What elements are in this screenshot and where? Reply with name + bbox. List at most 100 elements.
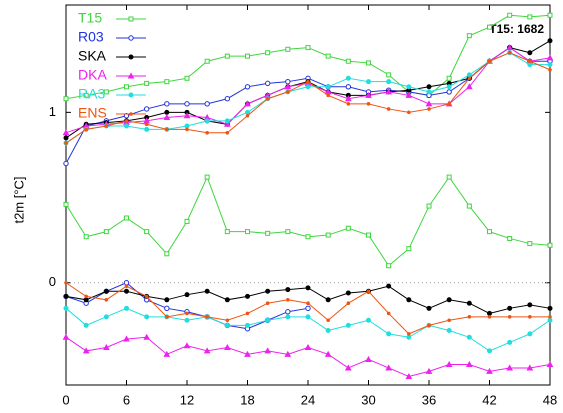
point: [487, 229, 492, 235]
legend-marker: [129, 112, 133, 116]
point: [224, 53, 230, 59]
point: [426, 89, 432, 95]
legend-label: ENS: [78, 105, 107, 121]
point: [324, 350, 332, 357]
point: [163, 113, 171, 120]
series-line: [65, 175, 551, 267]
point: [264, 80, 271, 87]
point: [345, 225, 351, 231]
point: [507, 339, 513, 345]
y-tick-label: 1: [49, 104, 56, 119]
point: [528, 59, 532, 64]
legend-marker: [128, 35, 134, 41]
point: [285, 78, 291, 85]
point: [405, 91, 413, 98]
point: [305, 45, 311, 51]
point: [546, 361, 554, 368]
point: [425, 100, 433, 107]
point: [366, 60, 371, 66]
point: [365, 355, 372, 362]
point: [285, 309, 291, 315]
point: [164, 79, 170, 85]
point: [144, 80, 150, 86]
point: [224, 322, 230, 328]
point: [285, 287, 291, 293]
point: [467, 315, 472, 319]
point: [284, 83, 292, 90]
point: [144, 229, 150, 235]
point: [83, 297, 89, 303]
point: [526, 364, 534, 371]
x-tick-label: 24: [301, 392, 315, 407]
point: [547, 38, 553, 44]
point: [83, 234, 89, 240]
point: [184, 317, 190, 323]
point: [487, 315, 492, 319]
point: [223, 120, 231, 127]
point: [305, 314, 311, 320]
point: [427, 323, 431, 328]
point: [446, 327, 452, 333]
point: [507, 50, 512, 55]
point: [426, 84, 432, 90]
legend-marker: [127, 72, 135, 79]
series-line: [65, 46, 551, 134]
point: [184, 292, 190, 298]
point: [346, 102, 351, 106]
point: [245, 311, 250, 316]
point: [547, 317, 553, 323]
point: [547, 12, 553, 18]
point: [185, 311, 189, 316]
point: [124, 119, 129, 123]
point: [165, 127, 169, 132]
point: [305, 305, 311, 312]
point: [64, 141, 68, 145]
x-tick-label: 6: [123, 392, 130, 407]
point: [244, 350, 251, 357]
point: [527, 62, 533, 68]
point: [285, 314, 291, 320]
point: [527, 14, 533, 20]
x-tick-label: 36: [422, 392, 436, 407]
series-line: [65, 52, 551, 144]
point: [164, 101, 170, 107]
point: [547, 242, 553, 248]
point: [62, 333, 70, 340]
point: [366, 289, 371, 294]
point: [366, 79, 371, 85]
point: [528, 315, 532, 319]
x-tick-label: 0: [62, 392, 69, 407]
point: [527, 302, 533, 308]
point: [467, 76, 472, 81]
legend-label: RA3: [78, 86, 105, 102]
point: [447, 318, 451, 323]
point: [245, 322, 250, 328]
point: [427, 107, 431, 111]
point: [426, 203, 432, 209]
point: [204, 58, 210, 64]
point: [406, 297, 412, 303]
point: [224, 118, 230, 124]
point: [84, 294, 88, 299]
point: [507, 305, 513, 311]
legend-marker: [128, 92, 134, 98]
point: [124, 305, 129, 311]
point: [386, 283, 392, 289]
point: [305, 234, 311, 240]
point: [143, 333, 151, 340]
point: [104, 297, 109, 302]
point: [345, 58, 351, 64]
point: [265, 96, 270, 101]
point: [264, 347, 272, 354]
point: [425, 367, 433, 374]
point: [446, 75, 452, 81]
point: [344, 95, 352, 102]
point: [124, 215, 129, 221]
point: [284, 350, 292, 357]
point: [164, 297, 170, 303]
point: [366, 102, 371, 106]
point: [324, 88, 332, 95]
point: [224, 229, 230, 235]
point: [447, 102, 451, 106]
point: [124, 123, 129, 129]
